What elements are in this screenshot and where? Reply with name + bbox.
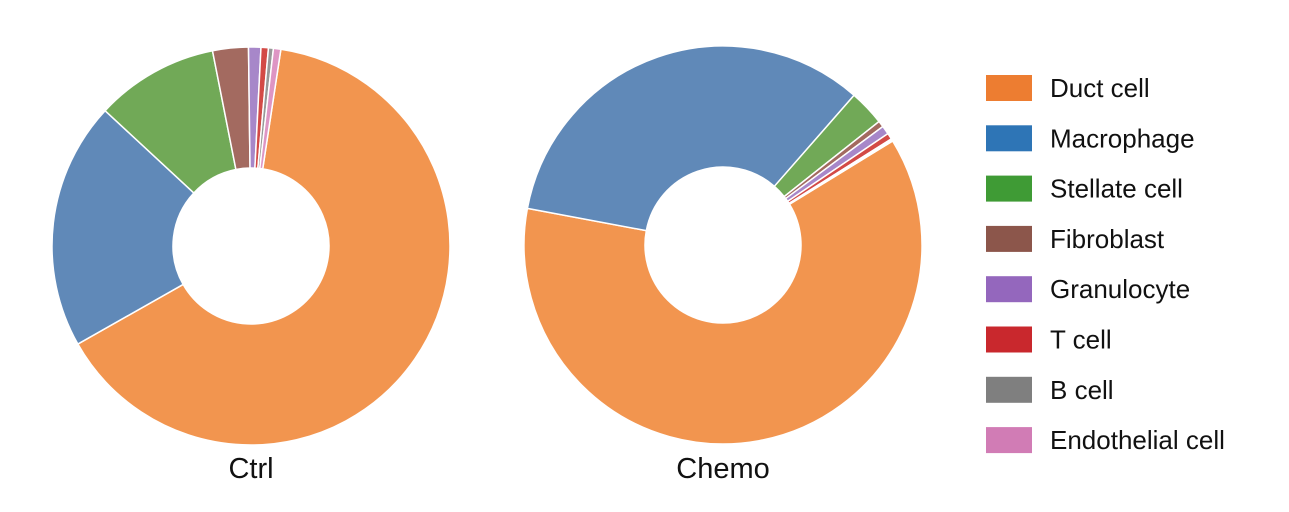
legend-swatch-macrophage bbox=[986, 125, 1032, 152]
legend-label-macrophage: Macrophage bbox=[1050, 123, 1195, 153]
ctrl-slice-duct-cell bbox=[77, 48, 451, 446]
chemo-donut-chart bbox=[523, 45, 923, 445]
legend: Duct cell Macrophage Stellate cell Fibrobla… bbox=[986, 73, 1225, 455]
legend-swatch-stellate-cell bbox=[986, 175, 1032, 202]
ctrl-slice-endothelial-cell bbox=[259, 47, 282, 170]
legend-label-b-cell: B cell bbox=[1050, 375, 1114, 405]
ctrl-chart-title: Ctrl bbox=[228, 453, 273, 485]
legend-label-t-cell: T cell bbox=[1050, 325, 1112, 355]
chemo-slice-macrophage bbox=[526, 45, 855, 232]
legend-label-fibroblast: Fibroblast bbox=[1050, 224, 1165, 254]
legend-label-stellate-cell: Stellate cell bbox=[1050, 174, 1183, 204]
legend-swatch-endothelial-cell bbox=[986, 427, 1032, 454]
legend-swatch-fibroblast bbox=[986, 225, 1032, 252]
chemo-chart-title: Chemo bbox=[676, 453, 770, 485]
legend-swatch-duct-cell bbox=[986, 75, 1032, 101]
ctrl-donut-chart bbox=[51, 46, 451, 446]
legend-swatch-t-cell bbox=[986, 326, 1032, 353]
legend-swatch-granulocyte bbox=[986, 276, 1032, 303]
legend-label-endothelial-cell: Endothelial cell bbox=[1050, 425, 1225, 455]
chemo-slice-endothelial-cell bbox=[788, 139, 894, 205]
legend-label-granulocyte: Granulocyte bbox=[1050, 274, 1190, 304]
ctrl-slice-macrophage bbox=[51, 109, 195, 345]
chemo-slice-duct-cell bbox=[523, 140, 923, 445]
legend-label-duct-cell: Duct cell bbox=[1050, 73, 1150, 103]
legend-swatch-b-cell bbox=[986, 376, 1032, 403]
